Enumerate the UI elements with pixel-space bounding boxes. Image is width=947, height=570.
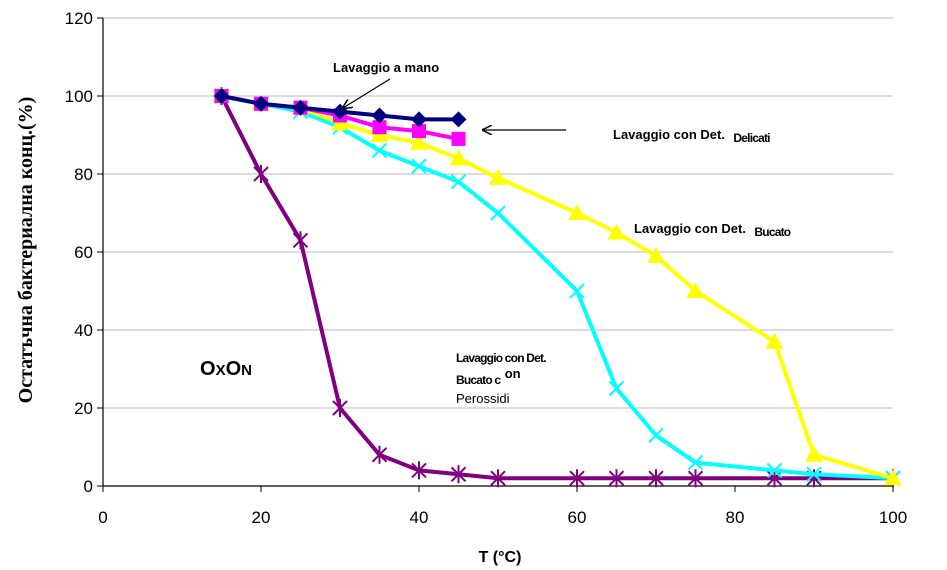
data-point-asterisk xyxy=(687,469,704,488)
annotation-perossidi-line2: Bucato c on xyxy=(456,366,521,388)
data-point-x xyxy=(766,462,783,479)
annotation-hand-wash-arrow xyxy=(343,78,391,108)
annotation-perossidi-line1: Lavaggio con Det. xyxy=(456,351,546,365)
data-point-diamond xyxy=(213,88,230,104)
brand-label: OXON xyxy=(200,358,252,380)
data-point-x xyxy=(608,380,625,397)
data-point-triangle xyxy=(805,445,823,462)
x-tick-label: 100 xyxy=(879,508,907,527)
series-x xyxy=(213,88,901,486)
y-tick-label: 40 xyxy=(74,321,93,340)
data-point-asterisk xyxy=(608,469,625,488)
annotation-delicati: Lavaggio con Det. Delicati xyxy=(613,126,770,145)
data-point-triangle xyxy=(884,469,902,486)
brand-n: N xyxy=(241,362,252,379)
y-tick-label: 60 xyxy=(74,243,93,262)
data-point-triangle xyxy=(568,204,586,220)
data-point-square xyxy=(372,120,387,135)
data-point-asterisk xyxy=(253,165,269,183)
x-tick-label: 20 xyxy=(252,508,271,527)
data-point-x xyxy=(450,174,467,190)
annotation-delicati-main: Lavaggio con Det. xyxy=(613,127,725,142)
data-point-diamond xyxy=(450,111,467,128)
annotation-perossidi-line3: Perossidi xyxy=(456,391,510,406)
data-point-diamond xyxy=(371,107,388,124)
y-axis-label: Остатъчна бактериална конц.(%) xyxy=(15,97,37,404)
annotation-bucato-main: Lavaggio con Det. xyxy=(634,221,746,236)
annotation-delicati-sub: Delicati xyxy=(733,131,770,145)
data-point-asterisk xyxy=(292,231,309,250)
data-point-asterisk xyxy=(490,469,506,488)
y-tick-label: 20 xyxy=(74,399,93,418)
data-point-triangle xyxy=(647,246,665,263)
data-point-x xyxy=(371,142,388,159)
series-diamond xyxy=(213,88,467,128)
data-point-x xyxy=(411,158,427,174)
data-point-triangle xyxy=(410,133,428,150)
series-line-x xyxy=(221,94,894,481)
data-point-diamond xyxy=(292,99,309,116)
data-point-triangle xyxy=(489,168,507,185)
data-point-x xyxy=(648,427,664,444)
annotation-hand-wash: Lavaggio a mano xyxy=(333,60,439,75)
data-point-triangle xyxy=(449,149,468,166)
data-point-square xyxy=(451,131,466,146)
data-point-triangle xyxy=(686,282,705,298)
x-tick-label: 0 xyxy=(98,508,107,527)
y-tick-label: 120 xyxy=(65,9,93,28)
brand-o1: O xyxy=(200,358,216,380)
data-point-asterisk xyxy=(569,469,585,488)
brand-x: X xyxy=(216,362,226,379)
x-tick-label: 40 xyxy=(410,508,429,527)
data-point-asterisk xyxy=(648,469,664,488)
x-tick-label: 80 xyxy=(726,508,745,527)
x-tick-label: 60 xyxy=(568,508,587,527)
data-point-asterisk xyxy=(450,465,467,484)
annotation-bucato: Lavaggio con Det. Bucato xyxy=(634,220,791,239)
data-point-x xyxy=(806,466,822,483)
annotation-perossidi-line2-sup: on xyxy=(505,366,521,381)
data-point-square xyxy=(412,124,426,139)
series-line-triangle xyxy=(221,94,894,481)
data-point-triangle xyxy=(607,223,626,240)
tick-labels: 0 20 40 60 80 100 120 0 20 40 60 80 100 xyxy=(65,9,908,527)
data-point-x xyxy=(490,205,506,221)
data-point-diamond xyxy=(411,111,427,128)
data-point-triangle xyxy=(765,332,784,349)
series-triangle xyxy=(212,87,902,486)
y-tick-label: 100 xyxy=(65,87,93,106)
data-point-x xyxy=(569,283,585,299)
series-line-asterisk xyxy=(219,95,893,481)
series-lines xyxy=(212,87,902,488)
annotation-perossidi-line2-main: Bucato c xyxy=(456,373,501,387)
data-point-diamond xyxy=(253,95,269,112)
data-point-x xyxy=(687,454,704,471)
brand-o2: O xyxy=(226,358,242,380)
y-tick-label: 80 xyxy=(74,165,93,184)
annotation-bucato-sub: Bucato xyxy=(754,225,790,239)
y-tick-label: 0 xyxy=(84,477,93,496)
data-point-asterisk xyxy=(411,461,427,480)
data-point-asterisk xyxy=(332,399,348,417)
x-axis-label: T (°C) xyxy=(479,549,522,566)
series-asterisk xyxy=(213,87,901,488)
data-point-asterisk xyxy=(371,445,388,464)
